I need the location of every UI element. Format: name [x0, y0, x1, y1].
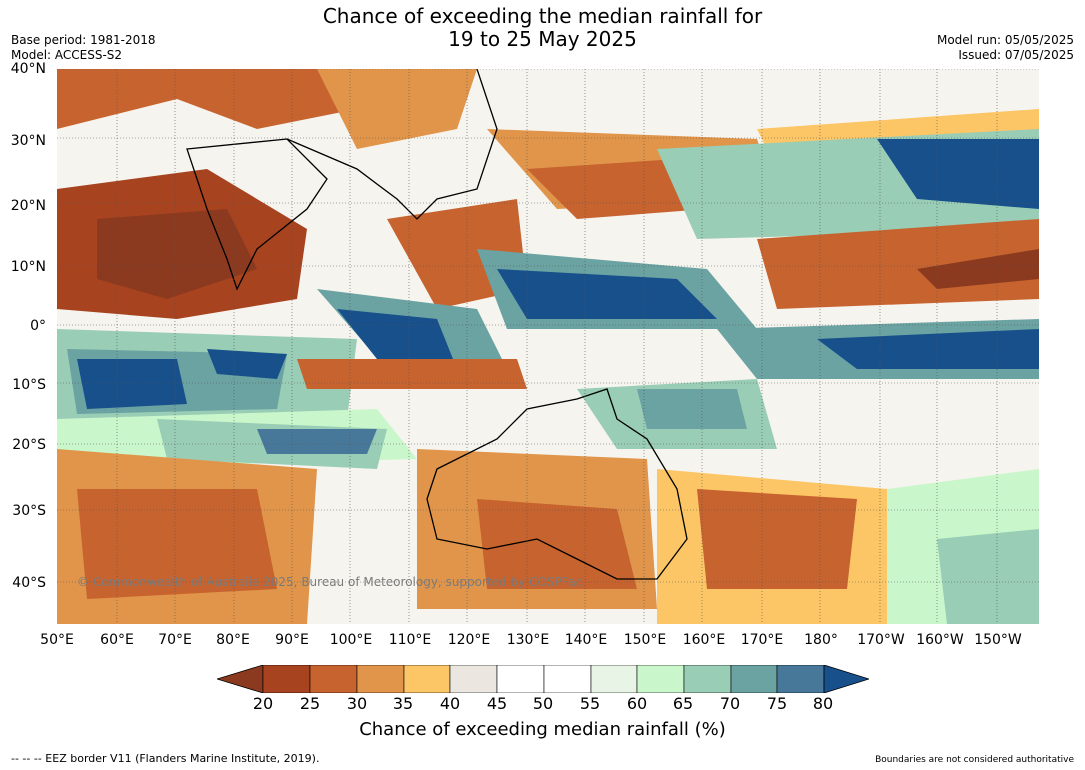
- lat-label: 10°N: [10, 259, 46, 275]
- colorbar-bin: [543, 664, 592, 694]
- rainfall-map-svg: [57, 68, 1039, 624]
- lon-label: 60°E: [100, 632, 134, 648]
- lon-label: 150°E: [623, 632, 667, 648]
- colorbar-bin: [356, 664, 405, 694]
- lon-label: 100°E: [329, 632, 373, 648]
- lon-label: 150°W: [974, 632, 1022, 648]
- colorbar-bin: [590, 664, 638, 694]
- lat-label: 20°N: [10, 198, 46, 214]
- colorbar-over-arrow: [823, 664, 871, 694]
- lat-label: 0°: [30, 318, 46, 334]
- lon-label: 80°E: [216, 632, 250, 648]
- lon-label: 170°W: [857, 632, 905, 648]
- colorbar-bin: [449, 664, 498, 694]
- colorbar-bin: [262, 664, 311, 694]
- lon-label: 170°E: [740, 632, 784, 648]
- boundary-disclaimer: Boundaries are not considered authoritat…: [875, 755, 1074, 765]
- model-name: Model: ACCESS-S2: [11, 48, 123, 62]
- colorbar-bin: [730, 664, 778, 694]
- map-copyright: © Commonwealth of Australia 2025, Bureau…: [77, 575, 583, 589]
- colorbar-svg: [215, 664, 871, 694]
- lon-label: 90°E: [275, 632, 309, 648]
- colorbar-tick: 20: [252, 694, 274, 713]
- colorbar-bin: [309, 664, 358, 694]
- colorbar-bin: [636, 664, 685, 694]
- lon-label: 110°E: [388, 632, 432, 648]
- lat-label: 30°S: [12, 503, 46, 519]
- lat-label: 40°N: [10, 61, 46, 77]
- lat-label: 10°S: [12, 377, 46, 393]
- colorbar-tick: 50: [532, 694, 554, 713]
- colorbar-title: Chance of exceeding median rainfall (%): [359, 719, 726, 740]
- lon-label: 50°E: [40, 632, 74, 648]
- colorbar: [215, 664, 871, 694]
- colorbar-tick: 25: [299, 694, 321, 713]
- issued-date: Issued: 07/05/2025: [958, 48, 1074, 62]
- lon-label: 160°W: [916, 632, 964, 648]
- colorbar-tick: 45: [486, 694, 508, 713]
- lat-label: 40°S: [12, 575, 46, 591]
- rainfall-map: © Commonwealth of Australia 2025, Bureau…: [57, 68, 1039, 624]
- colorbar-tick: 40: [439, 694, 461, 713]
- lon-label: 70°E: [158, 632, 192, 648]
- colorbar-tick: 70: [719, 694, 741, 713]
- title-line-1: Chance of exceeding the median rainfall …: [322, 4, 763, 28]
- colorbar-tick: 55: [579, 694, 601, 713]
- lon-label: 130°E: [506, 632, 550, 648]
- lon-label: 120°E: [447, 632, 491, 648]
- colorbar-tick: 30: [346, 694, 368, 713]
- lon-label: 160°E: [682, 632, 726, 648]
- lon-label: 180°: [804, 632, 838, 648]
- lat-label: 30°N: [10, 133, 46, 149]
- colorbar-tick: 80: [812, 694, 834, 713]
- colorbar-under-arrow: [215, 664, 264, 694]
- colorbar-tick: 65: [672, 694, 694, 713]
- eez-note: -- -- -- EEZ border V11 (Flanders Marine…: [11, 752, 320, 765]
- colorbar-bin: [683, 664, 732, 694]
- colorbar-bin: [403, 664, 451, 694]
- title-line-2: 19 to 25 May 2025: [448, 27, 637, 51]
- colorbar-tick: 35: [392, 694, 414, 713]
- lon-label: 140°E: [564, 632, 608, 648]
- colorbar-tick: 75: [766, 694, 788, 713]
- colorbar-bin: [776, 664, 825, 694]
- colorbar-tick: 60: [626, 694, 648, 713]
- colorbar-bin: [496, 664, 545, 694]
- base-period: Base period: 1981-2018: [11, 33, 156, 47]
- model-run: Model run: 05/05/2025: [936, 33, 1074, 47]
- lat-label: 20°S: [12, 437, 46, 453]
